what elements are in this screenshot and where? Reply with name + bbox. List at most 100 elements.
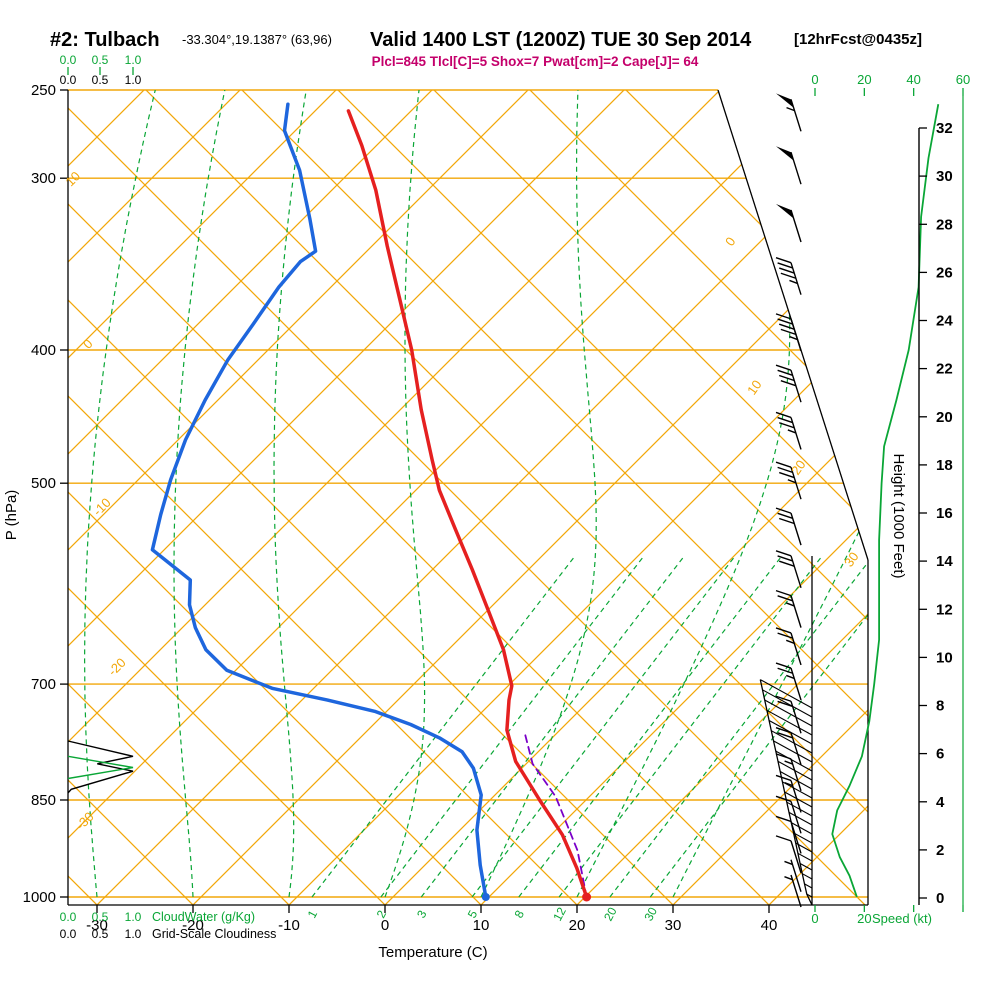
mixing-ratio-label: 8 — [512, 908, 528, 921]
wind-barb — [775, 589, 802, 628]
height-tick-label: 6 — [936, 746, 944, 763]
pressure-tick-label: 1000 — [23, 889, 56, 906]
cloudwater-scale-label: 0.5 — [92, 910, 109, 924]
pressure-tick-label: 400 — [31, 342, 56, 359]
cloudwater-scale-label: 0.0 — [60, 53, 77, 67]
height-tick-label: 0 — [936, 890, 944, 907]
wind-barb — [775, 411, 802, 450]
temperature-tick-label: 40 — [761, 917, 778, 934]
adiabat-label: 20 — [788, 457, 809, 477]
mixing-ratio-label: 12 — [550, 905, 569, 924]
mixing-ratio-label: 30 — [641, 905, 660, 924]
height-tick-label: 28 — [936, 216, 953, 233]
pressure-gridlines — [68, 177, 868, 898]
speed-tick-label: 60 — [956, 72, 970, 87]
temperature-tick-label: 30 — [665, 917, 682, 934]
wind-barb — [775, 627, 802, 666]
height-tick-label: 20 — [936, 409, 953, 426]
cloudiness-title: Grid-Scale Cloudiness — [152, 927, 276, 941]
speed-axis-title: Speed (kt) — [872, 911, 932, 926]
isotherm-grid — [68, 90, 868, 905]
mixing-ratio-label: 1 — [305, 908, 321, 921]
speed-tick-label: 0 — [811, 72, 818, 87]
wind-barb — [775, 313, 802, 352]
wind-barb — [775, 662, 802, 701]
height-tick-label: 26 — [936, 264, 953, 281]
station-title: #2: Tulbach — [50, 29, 160, 51]
adiabat-label: 0 — [722, 234, 738, 249]
speed-profile-curve — [831, 104, 940, 898]
adiabat-label: 30 — [841, 549, 862, 569]
cloudwater-title: CloudWater (g/Kg) — [152, 910, 255, 924]
speed-tick-label: 40 — [906, 72, 920, 87]
height-tick-label: 30 — [936, 168, 953, 185]
height-tick-label: 18 — [936, 457, 953, 474]
cloudiness-scale-label: 0.5 — [92, 73, 109, 87]
isotherm-label: -20 — [105, 655, 129, 679]
wind-barb — [775, 835, 802, 874]
height-tick-label: 10 — [936, 649, 953, 666]
wind-barb — [776, 204, 802, 243]
pressure-tick-label: 500 — [31, 475, 56, 492]
cloudiness-scale-label: 0.0 — [60, 73, 77, 87]
pressure-tick-label: 300 — [31, 170, 56, 187]
speed-tick-label: 20 — [857, 911, 871, 926]
height-tick-label: 14 — [936, 553, 953, 570]
cloudiness-scale-label: 0.0 — [60, 927, 77, 941]
height-tick-label: 32 — [936, 120, 953, 137]
mixing-ratio-label: 2 — [374, 908, 390, 921]
cloudwater-scale-label: 0.0 — [60, 910, 77, 924]
cloudiness-scale-label: 1.0 — [125, 927, 142, 941]
temperature-tick-label: 10 — [473, 917, 490, 934]
pressure-axis-title: P (hPa) — [3, 490, 20, 541]
temperature-axis-title: Temperature (C) — [378, 944, 487, 961]
mixing-ratio-label: 20 — [601, 905, 620, 924]
parcel-path-c-curve — [523, 732, 588, 898]
pressure-tick-label: 700 — [31, 676, 56, 693]
wind-barb — [775, 795, 802, 834]
height-tick-label: 4 — [936, 794, 945, 811]
temperature-tick-label: 20 — [569, 917, 586, 934]
height-tick-label: 24 — [936, 313, 953, 330]
pressure-tick-label: 250 — [31, 82, 56, 99]
height-axis-title: Height (1000 Feet) — [890, 453, 907, 578]
mixing-ratio-label: 5 — [465, 908, 481, 921]
temperature-c-curve — [346, 109, 589, 899]
height-tick-label: 16 — [936, 505, 953, 522]
wind-barb — [775, 727, 802, 765]
valid-time-title: Valid 1400 LST (1200Z) TUE 30 Sep 2014 — [370, 29, 752, 51]
speed-tick-label: 20 — [857, 72, 871, 87]
wind-barb — [784, 874, 802, 908]
cloudwater-scale-label: 1.0 — [125, 910, 142, 924]
dewpoint-c-curve — [150, 102, 488, 899]
cloudiness-scale-label: 1.0 — [125, 73, 142, 87]
surface-temp-dot — [582, 892, 592, 902]
wind-barb-column — [775, 93, 802, 908]
temperature-tick-label: -30 — [86, 917, 108, 934]
height-tick-label: 2 — [936, 842, 944, 859]
wind-barb — [776, 93, 802, 132]
temperature-tick-label: -20 — [182, 917, 204, 934]
cloudwater-profile — [67, 755, 134, 780]
mixing-ratio-label: 3 — [414, 908, 430, 921]
height-tick-label: 12 — [936, 601, 953, 618]
pressure-tick-label: 850 — [31, 792, 56, 809]
low-level-wind-fan — [759, 556, 813, 906]
wind-barb — [776, 146, 802, 185]
wind-barb — [784, 859, 802, 892]
surface-dewpoint-dot — [481, 893, 490, 901]
cloudwater-scale-label: 0.5 — [92, 53, 109, 67]
isotherm-label: -10 — [90, 495, 114, 519]
wind-barb — [775, 461, 802, 500]
speed-tick-label: 0 — [811, 911, 818, 926]
cloudiness-profile — [67, 740, 134, 794]
cloudiness-scale-label: 0.5 — [92, 927, 109, 941]
forecast-tag: [12hrFcst@0435z] — [794, 31, 922, 48]
cloudwater-scale-label: 1.0 — [125, 53, 142, 67]
wind-barb — [775, 695, 802, 734]
station-coords: -33.304°,19.1387° (63,96) — [182, 32, 332, 47]
